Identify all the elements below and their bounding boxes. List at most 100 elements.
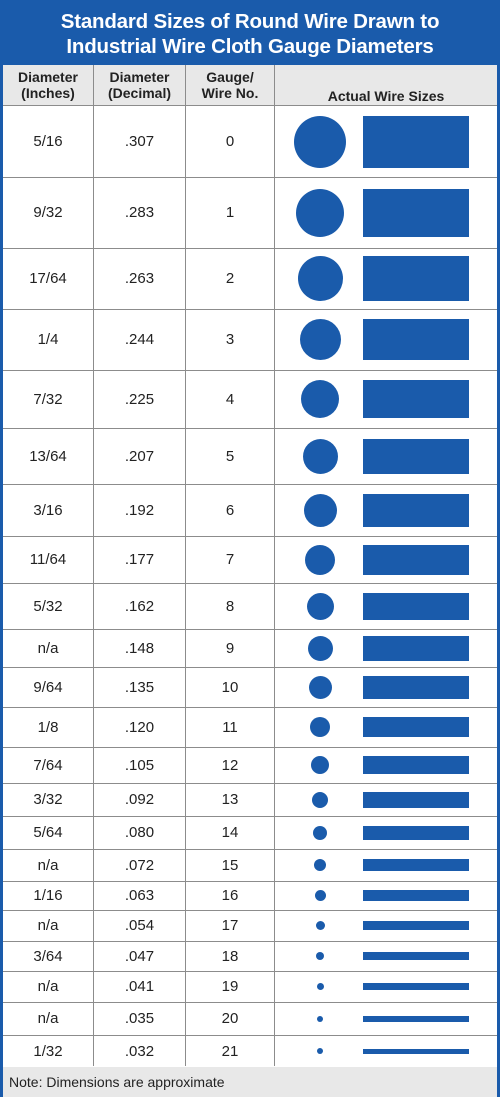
header-diameter-inches-line-2: (Inches) — [21, 85, 75, 101]
wire-profile-bar — [363, 256, 469, 301]
cell-gauge: 5 — [225, 447, 235, 465]
cell-gauge: 15 — [221, 856, 239, 874]
cell-gauge: 4 — [225, 390, 235, 408]
footnote-text: Note: Dimensions are approximate — [9, 1074, 225, 1090]
cell-diameter-decimal: .135 — [124, 678, 155, 696]
cell-diameter-decimal: .047 — [124, 947, 155, 965]
cell-diameter-inches: 13/64 — [29, 447, 67, 465]
cell-diameter-inches: 1/8 — [37, 718, 59, 736]
wire-profile-bar — [363, 756, 469, 774]
wire-profile-bar — [363, 544, 469, 575]
wire-cross-section-dot — [314, 859, 326, 871]
wire-profile-bar — [363, 319, 469, 360]
row-divider — [3, 667, 497, 668]
row-divider — [3, 1002, 497, 1003]
row-divider — [3, 783, 497, 784]
header-gauge-line-1: Gauge/ — [206, 69, 254, 85]
cell-diameter-inches: 5/16 — [33, 133, 63, 150]
cell-gauge: 1 — [225, 204, 235, 221]
chart-title-line-2: Industrial Wire Cloth Gauge Diameters — [66, 35, 434, 58]
header-diameter-inches: Diameter (Inches) — [3, 65, 93, 105]
header-divider — [3, 105, 497, 106]
row-divider — [3, 1035, 497, 1036]
row-divider — [3, 248, 497, 249]
wire-profile-bar — [363, 438, 469, 474]
row-divider — [3, 849, 497, 850]
wire-cross-section-dot — [308, 675, 332, 699]
footnote: Note: Dimensions are approximate — [3, 1067, 497, 1097]
wire-cross-section-dot — [312, 791, 328, 808]
cell-diameter-inches: 7/64 — [33, 756, 63, 774]
row-divider — [3, 971, 497, 972]
cell-diameter-inches: 5/64 — [33, 824, 63, 841]
cell-diameter-decimal: .041 — [124, 978, 155, 995]
cell-diameter-inches: 3/32 — [33, 791, 63, 808]
cell-diameter-decimal: .307 — [124, 133, 155, 150]
cell-diameter-inches: n/a — [37, 917, 59, 934]
cell-gauge: 18 — [221, 947, 239, 965]
cell-diameter-inches: n/a — [37, 1010, 59, 1027]
cell-diameter-decimal: .283 — [124, 204, 155, 221]
cell-gauge: 11 — [222, 718, 238, 736]
cell-diameter-decimal: .105 — [124, 756, 155, 774]
cell-gauge: 2 — [225, 270, 235, 287]
wire-cross-section-dot — [299, 319, 341, 360]
cell-diameter-decimal: .092 — [124, 791, 155, 808]
cell-gauge: 3 — [225, 331, 235, 348]
cell-diameter-inches: n/a — [37, 639, 59, 657]
header-actual-wire-sizes: Actual Wire Sizes — [275, 65, 497, 105]
cell-diameter-decimal: .263 — [124, 270, 155, 287]
column-divider — [93, 65, 94, 1066]
cell-diameter-inches: 5/32 — [33, 597, 63, 615]
wire-cross-section-dot — [307, 635, 333, 661]
wire-cross-section-dot — [301, 380, 339, 418]
cell-gauge: 6 — [225, 501, 235, 519]
wire-profile-bar — [363, 188, 469, 237]
wire-cross-section-dot — [310, 717, 330, 737]
cell-diameter-inches: n/a — [37, 978, 59, 995]
header-diameter-decimal: Diameter (Decimal) — [94, 65, 185, 105]
row-divider — [3, 583, 497, 584]
cell-diameter-inches: 1/16 — [33, 887, 63, 904]
cell-diameter-inches: 1/32 — [33, 1042, 63, 1060]
wire-profile-bar — [363, 1015, 469, 1022]
wire-cross-section-dot — [315, 921, 325, 930]
cell-diameter-decimal: .162 — [124, 597, 155, 615]
header-gauge-line-2: Wire No. — [201, 85, 259, 101]
column-divider — [274, 65, 275, 1066]
row-divider — [3, 707, 497, 708]
cell-diameter-inches: 1/4 — [37, 331, 59, 348]
cell-gauge: 10 — [221, 678, 239, 696]
row-divider — [3, 428, 497, 429]
cell-gauge: 7 — [225, 551, 235, 568]
row-divider — [3, 881, 497, 882]
row-divider — [3, 816, 497, 817]
wire-cross-section-dot — [316, 983, 324, 990]
wire-profile-bar — [363, 717, 469, 737]
wire-cross-section-dot — [317, 1048, 323, 1054]
wire-profile-bar — [363, 921, 469, 930]
wire-cross-section-dot — [306, 592, 334, 620]
cell-diameter-inches: 7/32 — [33, 390, 63, 408]
cell-gauge: 19 — [221, 978, 239, 995]
cell-diameter-decimal: .035 — [124, 1010, 155, 1027]
wire-profile-bar — [363, 1048, 469, 1054]
wire-cross-section-dot — [302, 438, 338, 474]
wire-cross-section-dot — [303, 493, 337, 527]
cell-diameter-decimal: .207 — [124, 447, 155, 465]
row-divider — [3, 536, 497, 537]
cell-diameter-decimal: .244 — [124, 331, 155, 348]
wire-cross-section-dot — [316, 952, 324, 960]
cell-diameter-decimal: .054 — [124, 917, 155, 934]
cell-gauge: 12 — [221, 756, 239, 774]
cell-gauge: 20 — [221, 1010, 239, 1027]
cell-diameter-inches: 3/64 — [33, 947, 63, 965]
row-divider — [3, 941, 497, 942]
cell-diameter-decimal: .192 — [124, 501, 155, 519]
cell-diameter-decimal: .177 — [124, 551, 155, 568]
wire-cross-section-dot — [313, 825, 327, 840]
header-diameter-decimal-line-2: (Decimal) — [107, 85, 172, 101]
wire-profile-bar — [363, 675, 469, 699]
cell-gauge: 14 — [221, 824, 239, 841]
